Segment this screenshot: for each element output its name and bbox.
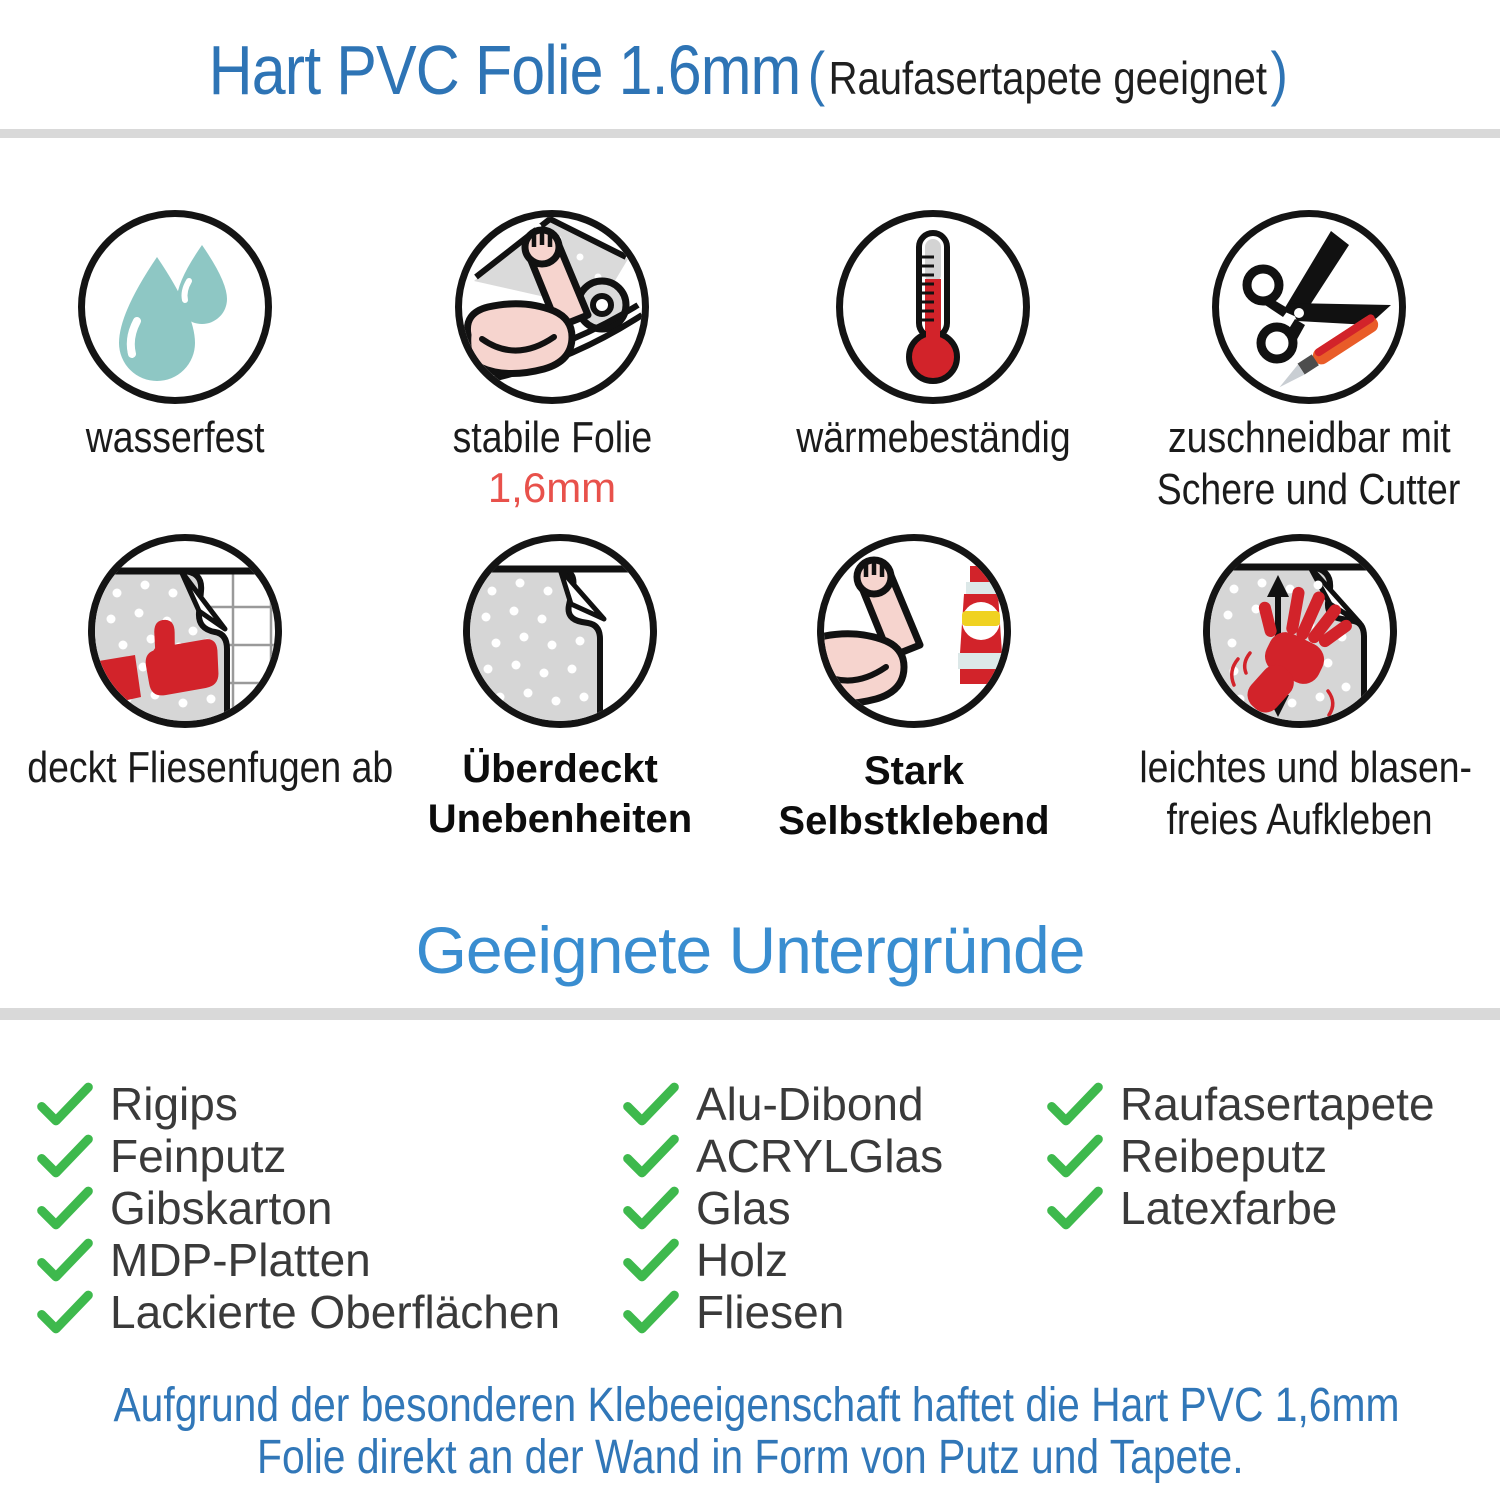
- divider-top: [0, 129, 1500, 138]
- muscle-foil-icon: [463, 217, 642, 386]
- surfaces-column-1: Rigips Feinputz Gibskarton MDP-Platten L…: [36, 1078, 560, 1338]
- foil-bumps-icon: [470, 565, 642, 721]
- list-item: Glas: [622, 1182, 943, 1234]
- section-title-untergruende: Geeignete Untergründe: [415, 913, 1086, 987]
- list-item: Raufasertapete: [1046, 1078, 1435, 1130]
- list-item: Fliesen: [622, 1286, 943, 1338]
- surface-label: Reibeputz: [1120, 1130, 1328, 1182]
- surface-label: Alu-Dibond: [696, 1078, 924, 1130]
- divider-middle: [0, 1008, 1500, 1020]
- feature-circle-unebenheiten: [463, 534, 657, 728]
- feature-circle-stabile-folie: [455, 210, 649, 404]
- check-icon: [37, 1134, 93, 1178]
- surface-label: ACRYLGlas: [696, 1130, 944, 1182]
- feature-circle-waermebestaendig: [836, 210, 1030, 404]
- surface-label: Raufasertapete: [1120, 1078, 1435, 1130]
- feature-circle-aufkleben: [1203, 534, 1397, 728]
- feature-circle-zuschneidbar: [1212, 210, 1406, 404]
- page-title-main: Hart PVC Folie 1.6mm: [208, 31, 802, 109]
- feature-label-waermebestaendig: wärmebeständig: [795, 413, 1071, 462]
- feature-label-aufkleben: leichtes und blasen- freies Aufkleben: [1139, 743, 1473, 844]
- check-icon: [623, 1290, 679, 1334]
- thermometer-icon: [906, 230, 960, 384]
- check-icon: [1047, 1134, 1103, 1178]
- page-title: Hart PVC Folie 1.6mm (Raufasertapete gee…: [98, 30, 1403, 110]
- check-icon: [37, 1082, 93, 1126]
- footer-note: Aufgrund der besonderen Klebeeigenschaft…: [113, 1379, 1400, 1484]
- check-icon: [623, 1134, 679, 1178]
- feature-label-zuschneidbar: zuschneidbar mit Schere und Cutter: [1157, 413, 1461, 514]
- feature-label-unebenheiten: Überdeckt Unebenheiten: [427, 747, 693, 841]
- feature-label-stabile-folie: stabile Folie: [452, 413, 652, 462]
- water-drops-icon: [119, 245, 227, 381]
- check-icon: [37, 1290, 93, 1334]
- feature-label-selbstklebend: Stark Selbstklebend: [778, 749, 1050, 843]
- surface-label: Latexfarbe: [1120, 1182, 1338, 1234]
- list-item: ACRYLGlas: [622, 1130, 943, 1182]
- thumb-tiles-icon: [95, 567, 275, 721]
- list-item: Holz: [622, 1234, 943, 1286]
- check-icon: [37, 1238, 93, 1282]
- list-item: MDP-Platten: [36, 1234, 560, 1286]
- list-item: Feinputz: [36, 1130, 560, 1182]
- list-item: Latexfarbe: [1046, 1182, 1435, 1234]
- list-item: Reibeputz: [1046, 1130, 1435, 1182]
- list-item: Rigips: [36, 1078, 560, 1130]
- feature-circle-fliesenfugen: [88, 534, 282, 728]
- surface-label: Feinputz: [110, 1130, 287, 1182]
- feature-label-wasserfest: wasserfest: [85, 413, 265, 462]
- page-title-sub: Raufasertapete geeignet: [828, 52, 1267, 104]
- scissors-cutter-icon: [1242, 231, 1391, 388]
- paren-open: (: [807, 40, 826, 107]
- list-item: Gibskarton: [36, 1182, 560, 1234]
- check-icon: [623, 1082, 679, 1126]
- list-item: Lackierte Oberflächen: [36, 1286, 560, 1338]
- surface-label: Holz: [696, 1234, 789, 1286]
- check-icon: [623, 1238, 679, 1282]
- surface-label: Glas: [696, 1182, 791, 1234]
- surfaces-column-2: Alu-Dibond ACRYLGlas Glas Holz Fliesen: [622, 1078, 943, 1338]
- check-icon: [37, 1186, 93, 1230]
- check-icon: [623, 1186, 679, 1230]
- feature-label-fliesenfugen: deckt Fliesenfugen ab: [27, 743, 394, 792]
- surface-label: MDP-Platten: [110, 1234, 371, 1286]
- feature-circle-wasserfest: [78, 210, 272, 404]
- feature-circle-selbstklebend: [817, 534, 1011, 728]
- paren-close: ): [1270, 40, 1288, 107]
- surfaces-column-3: Raufasertapete Reibeputz Latexfarbe: [1046, 1078, 1435, 1234]
- surface-label: Lackierte Oberflächen: [110, 1286, 561, 1338]
- check-icon: [1047, 1186, 1103, 1230]
- muscle-glue-icon: [824, 556, 1004, 708]
- surface-label: Gibskarton: [110, 1182, 333, 1234]
- surface-label: Fliesen: [696, 1286, 845, 1338]
- surface-label: Rigips: [110, 1078, 238, 1130]
- hand-apply-icon: [1210, 563, 1384, 721]
- check-icon: [1047, 1082, 1103, 1126]
- list-item: Alu-Dibond: [622, 1078, 943, 1130]
- feature-sublabel-thickness: 1,6mm: [487, 464, 617, 511]
